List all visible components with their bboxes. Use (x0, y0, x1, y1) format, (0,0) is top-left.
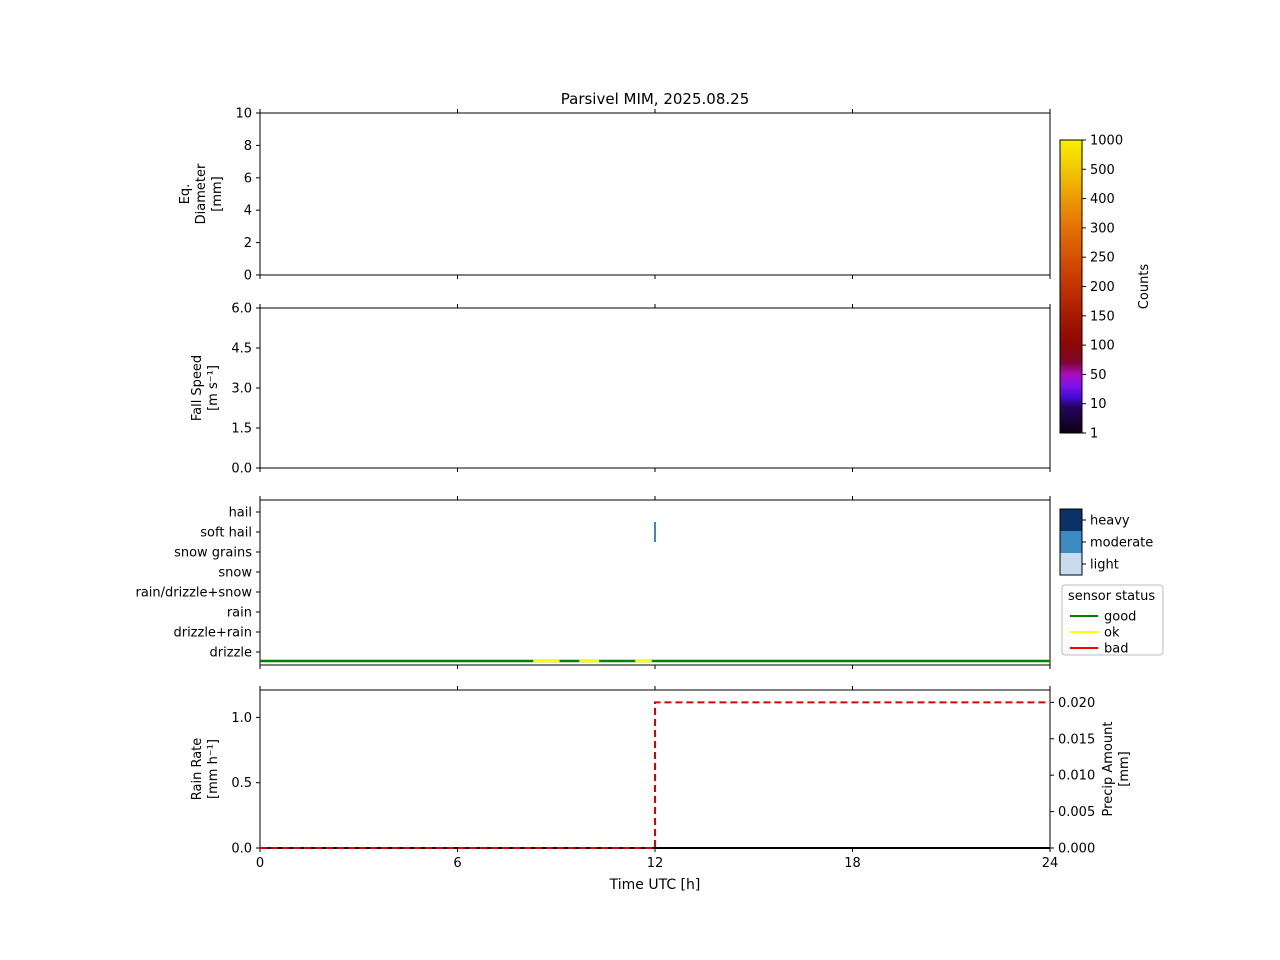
y-tick-label-right: 0.005 (1058, 805, 1095, 820)
ylabel-precip-amount: Precip Amount[mm] (1101, 722, 1132, 817)
category-label: rain (227, 606, 252, 621)
y-tick-label: 1.5 (231, 422, 252, 437)
category-label: drizzle (210, 646, 252, 661)
ylabel-eq-diameter: Eq.Diameter[mm] (178, 163, 225, 224)
category-label: snow (218, 566, 252, 581)
colorbar-tick-label: 10 (1090, 397, 1107, 412)
y-tick-label: 4.5 (231, 342, 252, 357)
colorbar-tick-label: 400 (1090, 192, 1115, 207)
sensor-legend-label: ok (1104, 626, 1120, 641)
y-tick-label: 0 (244, 269, 252, 284)
intensity-label: heavy (1090, 514, 1130, 529)
category-label: hail (229, 506, 252, 521)
y-tick-label: 10 (235, 107, 252, 122)
colorbar-tick-label: 150 (1090, 309, 1115, 324)
colorbar-tick-label: 300 (1090, 221, 1115, 236)
category-label: drizzle+rain (173, 626, 252, 641)
colorbar-tick-label: 100 (1090, 339, 1115, 354)
y-tick-label: 3.0 (231, 382, 252, 397)
x-tick-label: 6 (453, 856, 461, 871)
y-tick-label-right: 0.015 (1058, 732, 1095, 747)
colorbar-tick-label: 200 (1090, 280, 1115, 295)
x-tick-label: 24 (1042, 856, 1059, 871)
y-tick-label: 6.0 (231, 302, 252, 317)
intensity-swatch-light (1060, 553, 1082, 575)
category-label: rain/drizzle+snow (136, 586, 253, 601)
sensor-status-legend (1061, 584, 1164, 656)
colorbar-tick-label: 50 (1090, 368, 1107, 383)
y-tick-label: 1.0 (231, 711, 252, 726)
intensity-label: light (1090, 558, 1119, 573)
ylabel-rain-rate: Rain Rate[mm h⁻¹] (190, 738, 221, 801)
y-tick-label-right: 0.010 (1058, 769, 1095, 784)
y-tick-label: 4 (244, 204, 252, 219)
colorbar-tick-label: 1 (1090, 427, 1098, 442)
sensor-legend-label: good (1104, 610, 1136, 625)
y-tick-label: 0.5 (231, 776, 252, 791)
colorbar-tick-label: 1000 (1090, 134, 1123, 149)
category-label: snow grains (174, 546, 252, 561)
panel-frame-0 (259, 112, 1051, 276)
y-tick-label: 0.0 (231, 842, 252, 857)
colorbar-label: Counts (1137, 264, 1152, 310)
colorbar-tick-label: 500 (1090, 163, 1115, 178)
intensity-swatch-heavy (1060, 509, 1082, 531)
category-label: soft hail (200, 526, 252, 541)
y-tick-label: 2 (244, 236, 252, 251)
y-tick-label: 6 (244, 171, 252, 186)
sensor-legend-label: bad (1104, 642, 1128, 657)
counts-colorbar (1059, 139, 1083, 434)
y-tick-label: 0.0 (231, 462, 252, 477)
y-tick-label-right: 0.020 (1058, 696, 1095, 711)
x-axis-label: Time UTC [h] (609, 877, 701, 893)
series-precip_amount (260, 701, 1050, 849)
sensor-legend-title: sensor status (1068, 589, 1155, 604)
intensity-label: moderate (1090, 536, 1153, 551)
chart-title: Parsivel MIM, 2025.08.25 (560, 90, 750, 108)
y-tick-label-right: 0.000 (1058, 842, 1095, 857)
x-tick-label: 0 (256, 856, 264, 871)
intensity-swatch-moderate (1060, 531, 1082, 553)
intensity-legend-frame (1059, 508, 1083, 576)
panel-frame-1 (259, 307, 1051, 469)
colorbar-tick-label: 250 (1090, 251, 1115, 266)
y-tick-label: 8 (244, 139, 252, 154)
x-tick-label: 12 (647, 856, 664, 871)
x-tick-label: 18 (844, 856, 861, 871)
ylabel-fall-speed: Fall Speed[m s⁻¹] (190, 355, 221, 421)
